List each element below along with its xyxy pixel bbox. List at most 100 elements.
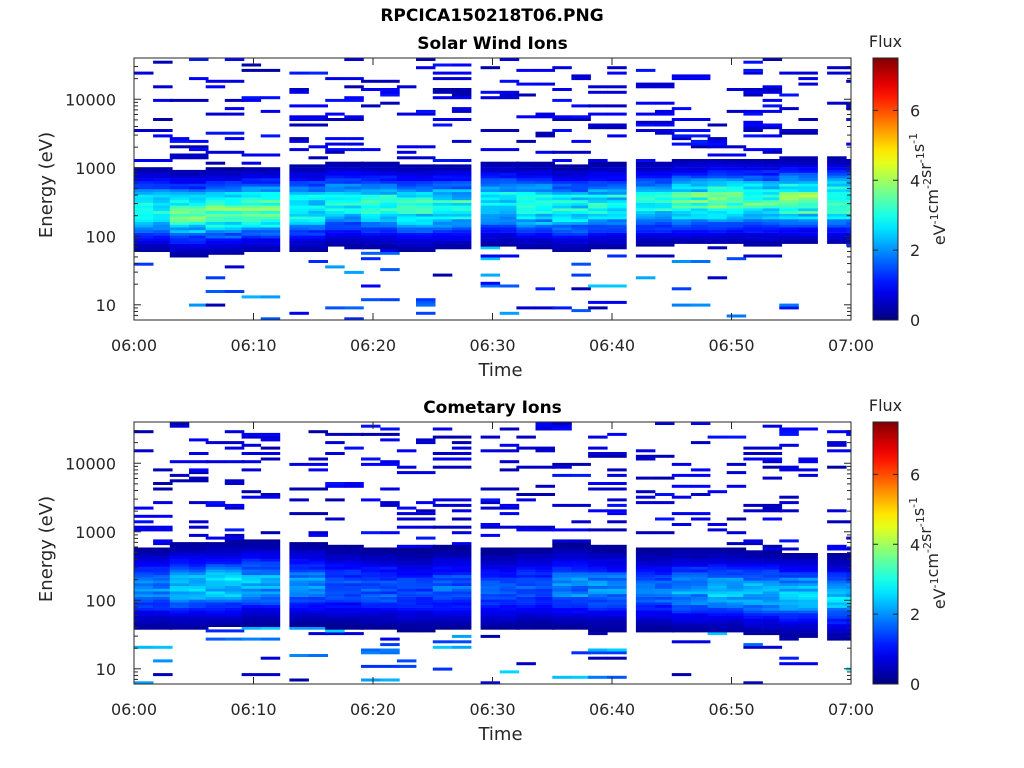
x-tick-label: 06:20 bbox=[350, 700, 396, 719]
flux-cell bbox=[224, 137, 245, 141]
flux-cell bbox=[289, 137, 309, 141]
flux-cell bbox=[361, 648, 381, 652]
flux-cell bbox=[635, 574, 656, 578]
flux-cell bbox=[380, 604, 400, 608]
flux-cell bbox=[743, 224, 763, 228]
flux-cell bbox=[189, 542, 209, 546]
flux-cell bbox=[396, 574, 417, 578]
flux-cell bbox=[535, 68, 555, 72]
flux-cell bbox=[535, 599, 555, 603]
flux-cell bbox=[380, 191, 400, 195]
flux-cell bbox=[169, 229, 190, 233]
flux-cell bbox=[499, 243, 520, 247]
flux-cell bbox=[308, 624, 328, 627]
flux-cell bbox=[798, 191, 818, 195]
flux-cell bbox=[743, 164, 763, 168]
flux-cell bbox=[726, 613, 747, 616]
flux-cell bbox=[846, 213, 851, 217]
flux-cell bbox=[396, 599, 417, 603]
flux-cell bbox=[451, 607, 472, 611]
flux-cell bbox=[344, 577, 364, 581]
flux-cell bbox=[743, 172, 763, 176]
flux-cell bbox=[779, 199, 799, 203]
flux-cell bbox=[325, 118, 345, 121]
flux-cell bbox=[588, 487, 608, 491]
flux-cell bbox=[153, 194, 173, 198]
flux-cell bbox=[588, 613, 608, 616]
flux-cell bbox=[762, 604, 783, 608]
flux-cell bbox=[224, 624, 245, 627]
flux-cell bbox=[451, 186, 472, 190]
flux-cell bbox=[289, 618, 309, 622]
flux-cell bbox=[743, 596, 763, 600]
flux-cell bbox=[798, 238, 818, 242]
flux-cell bbox=[743, 112, 763, 116]
flux-cell bbox=[827, 629, 847, 633]
flux-cell bbox=[571, 240, 591, 244]
flux-cell bbox=[205, 221, 226, 225]
flux-cell bbox=[308, 569, 328, 573]
y-axis-label: Energy (eV) bbox=[36, 496, 57, 602]
flux-cell bbox=[153, 604, 173, 608]
flux-cell bbox=[289, 175, 309, 179]
flux-cell bbox=[779, 191, 799, 195]
flux-cell bbox=[224, 553, 245, 556]
flux-cell bbox=[416, 229, 436, 233]
flux-cell bbox=[451, 139, 472, 143]
flux-cell bbox=[726, 585, 747, 589]
flux-cell bbox=[552, 118, 572, 121]
flux-cell bbox=[671, 219, 692, 222]
flux-cell bbox=[432, 189, 453, 192]
flux-cell bbox=[134, 246, 154, 250]
flux-cell bbox=[224, 618, 245, 622]
colorbar-tick-label: 4 bbox=[910, 171, 920, 190]
flux-cell bbox=[552, 593, 572, 597]
flux-cell bbox=[241, 246, 262, 250]
flux-cell bbox=[451, 645, 472, 649]
flux-cell bbox=[571, 287, 591, 291]
flux-cell bbox=[588, 159, 608, 162]
flux-cell bbox=[726, 232, 747, 236]
flux-cell bbox=[798, 624, 818, 627]
flux-cell bbox=[607, 580, 627, 584]
flux-cell bbox=[762, 555, 783, 559]
flux-cell bbox=[607, 180, 627, 184]
flux-cell bbox=[726, 569, 747, 573]
flux-cell bbox=[827, 604, 847, 608]
flux-cell bbox=[516, 68, 536, 72]
flux-cell bbox=[451, 588, 472, 592]
flux-cell bbox=[480, 254, 501, 258]
flux-cell bbox=[380, 101, 400, 105]
flux-cell bbox=[325, 591, 345, 595]
flux-cell bbox=[571, 596, 591, 600]
flux-cell bbox=[690, 615, 711, 619]
flux-cell bbox=[707, 624, 728, 627]
flux-cell bbox=[361, 550, 381, 554]
flux-cell bbox=[153, 191, 173, 195]
flux-cell bbox=[224, 107, 245, 111]
flux-cell bbox=[846, 232, 851, 236]
flux-cell bbox=[762, 624, 783, 627]
flux-cell bbox=[671, 555, 692, 559]
flux-cell bbox=[552, 596, 572, 600]
flux-cell bbox=[588, 588, 608, 592]
flux-cell bbox=[635, 558, 656, 562]
flux-cell bbox=[535, 189, 555, 192]
flux-cell bbox=[361, 169, 381, 173]
flux-cell bbox=[726, 235, 747, 239]
flux-cell bbox=[134, 202, 154, 206]
x-tick-label: 06:20 bbox=[350, 336, 396, 355]
flux-cell bbox=[308, 172, 328, 176]
flux-cell bbox=[779, 129, 799, 132]
flux-cell bbox=[396, 235, 417, 239]
flux-cell bbox=[726, 596, 747, 600]
flux-cell bbox=[827, 561, 847, 565]
flux-cell bbox=[726, 574, 747, 578]
flux-cell bbox=[260, 249, 281, 252]
flux-cell bbox=[260, 585, 281, 589]
flux-cell bbox=[588, 572, 608, 576]
flux-cell bbox=[134, 555, 154, 559]
flux-cell bbox=[779, 172, 799, 176]
flux-cell bbox=[380, 602, 400, 606]
flux-cell bbox=[189, 197, 209, 201]
